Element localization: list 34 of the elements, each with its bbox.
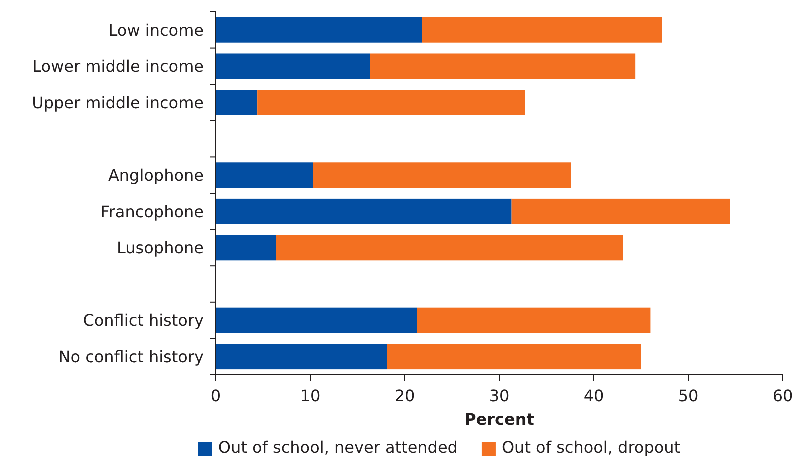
y-tick-label: Conflict history xyxy=(83,311,204,330)
bar xyxy=(387,344,642,370)
x-axis-title: Percent xyxy=(464,410,535,429)
bar xyxy=(258,90,526,116)
bar xyxy=(370,54,636,80)
bar xyxy=(216,198,512,224)
x-tick-label: 60 xyxy=(772,386,794,406)
bar xyxy=(216,54,370,80)
x-tick-label: 10 xyxy=(300,386,321,406)
bar xyxy=(216,90,258,116)
bar xyxy=(417,308,651,334)
bar xyxy=(276,235,624,261)
x-tick-label: 50 xyxy=(678,386,699,406)
bar xyxy=(422,17,662,43)
x-tick-label: 40 xyxy=(584,386,604,406)
bar xyxy=(216,344,388,370)
x-tick-label: 0 xyxy=(210,386,222,406)
bar xyxy=(216,308,418,334)
bar xyxy=(512,198,730,224)
bar xyxy=(216,162,314,188)
y-tick-label: Low income xyxy=(108,20,204,40)
y-tick-label: Lower middle income xyxy=(32,57,204,76)
bar xyxy=(216,235,276,261)
legend-label: Out of school, dropout xyxy=(502,438,681,457)
x-tick-label: 20 xyxy=(394,386,416,406)
y-tick-label: Lusophone xyxy=(117,238,204,258)
y-tick-label: Francophone xyxy=(100,202,204,222)
bar xyxy=(216,17,422,43)
y-tick-label: No conflict history xyxy=(58,347,204,366)
bar xyxy=(313,162,572,188)
y-tick-label: Upper middle income xyxy=(32,93,204,112)
legend-label: Out of school, never attended xyxy=(218,438,458,457)
x-tick-label: 30 xyxy=(489,386,510,406)
y-tick-label: Anglophone xyxy=(108,166,204,185)
